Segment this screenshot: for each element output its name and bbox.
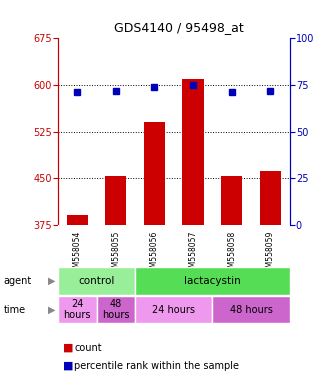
Bar — [105, 176, 126, 225]
Bar — [135, 267, 290, 295]
Text: ■: ■ — [63, 361, 73, 371]
Text: ▶: ▶ — [48, 305, 55, 314]
Bar — [67, 215, 88, 225]
Text: 48 hours: 48 hours — [230, 305, 272, 314]
Text: control: control — [78, 276, 115, 286]
Text: GSM558054: GSM558054 — [73, 231, 82, 277]
Bar — [97, 296, 135, 323]
Bar — [144, 122, 165, 225]
Text: GSM558059: GSM558059 — [266, 231, 275, 277]
Text: 24
hours: 24 hours — [64, 299, 91, 320]
Text: lactacystin: lactacystin — [184, 276, 241, 286]
Text: ▶: ▶ — [48, 276, 55, 286]
Bar — [182, 79, 204, 225]
Text: 24 hours: 24 hours — [152, 305, 195, 314]
Text: count: count — [74, 343, 102, 353]
Bar — [135, 296, 213, 323]
Text: GDS4140 / 95498_at: GDS4140 / 95498_at — [114, 21, 244, 34]
Bar — [221, 176, 242, 225]
Text: time: time — [3, 305, 25, 314]
Text: 48
hours: 48 hours — [102, 299, 130, 320]
Bar — [58, 267, 135, 295]
Bar — [260, 170, 281, 225]
Text: agent: agent — [3, 276, 31, 286]
Text: GSM558058: GSM558058 — [227, 231, 236, 277]
Text: ■: ■ — [63, 343, 73, 353]
Text: GSM558055: GSM558055 — [111, 231, 120, 277]
Bar — [58, 296, 97, 323]
Text: GSM558056: GSM558056 — [150, 231, 159, 277]
Text: GSM558057: GSM558057 — [189, 231, 198, 277]
Text: percentile rank within the sample: percentile rank within the sample — [74, 361, 239, 371]
Bar — [213, 296, 290, 323]
